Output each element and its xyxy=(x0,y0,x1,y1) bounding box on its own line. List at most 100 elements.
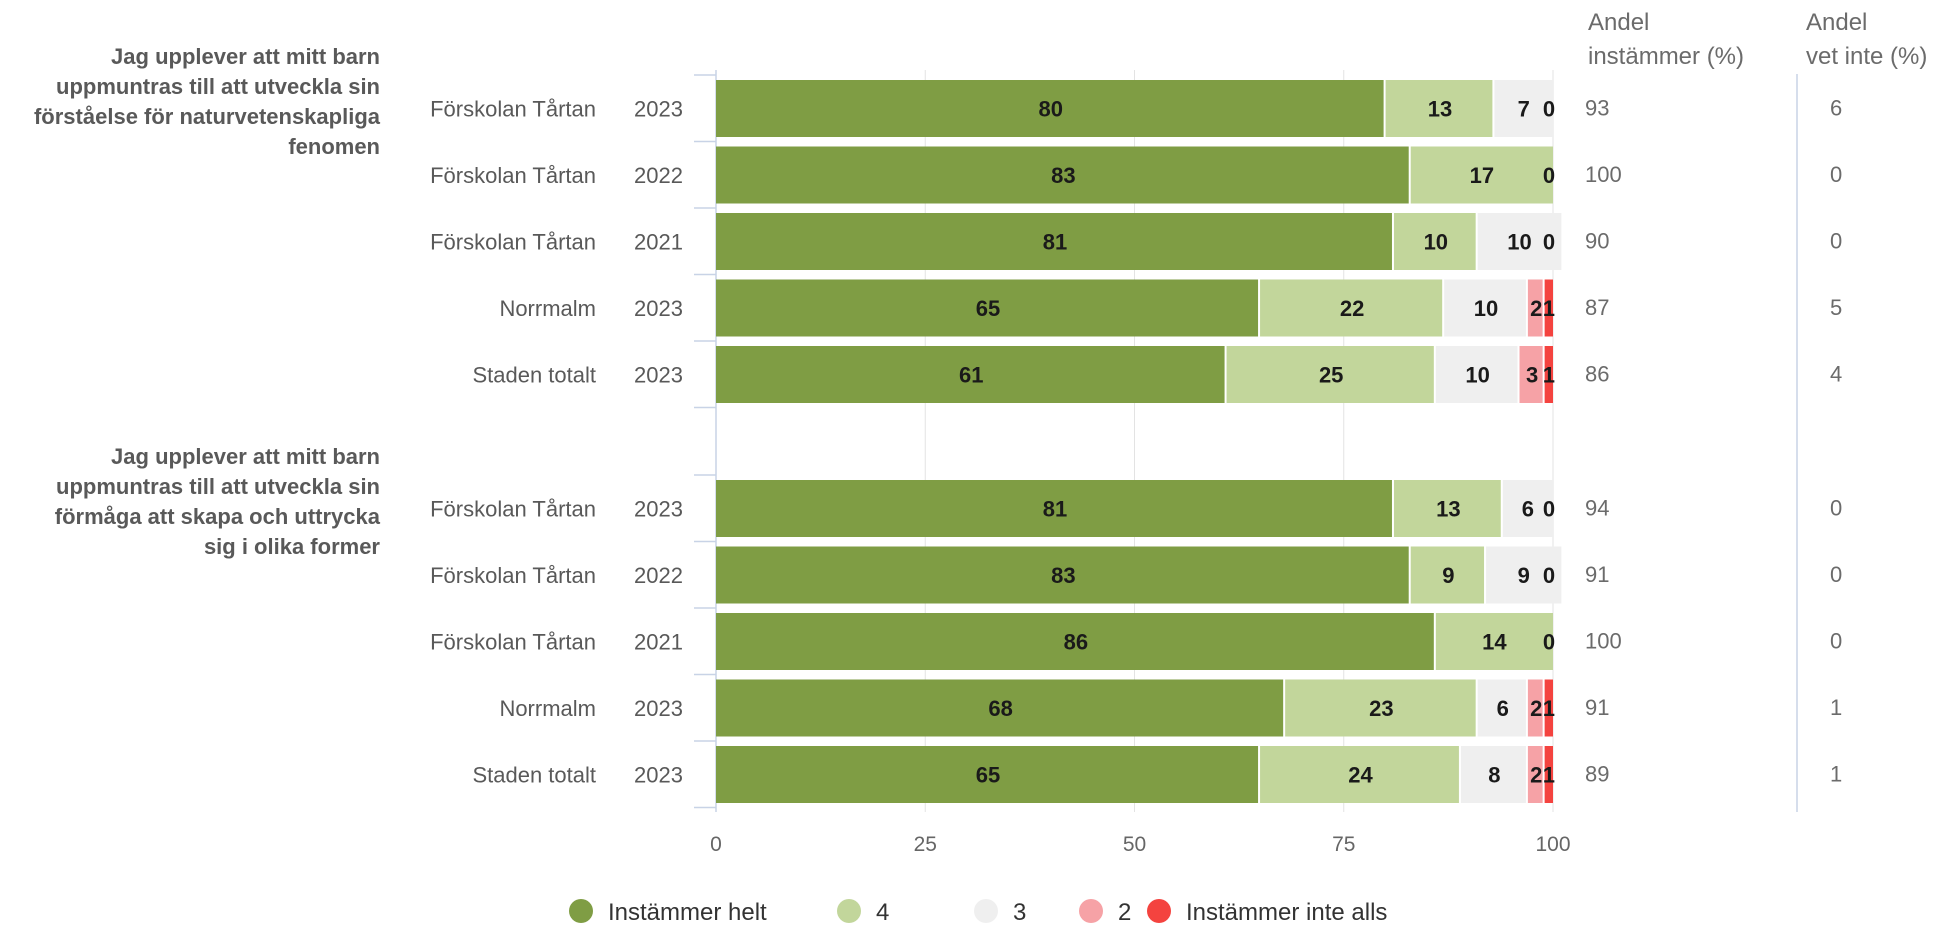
andel-instammer-value: 100 xyxy=(1585,162,1622,187)
bar-segment xyxy=(716,746,1259,803)
x-tick-label: 50 xyxy=(1123,833,1146,856)
bar-value-label: 0 xyxy=(1543,163,1555,188)
row-year-label: 2021 xyxy=(634,630,683,655)
legend-label: 2 xyxy=(1118,899,1131,926)
bar-value-label: 68 xyxy=(988,696,1012,721)
legend-label: 3 xyxy=(1013,899,1026,926)
bar-value-label: 25 xyxy=(1319,363,1343,388)
bar-value-label: 0 xyxy=(1543,497,1555,522)
x-tick-label: 25 xyxy=(914,833,937,856)
bar-segment xyxy=(1260,279,1443,337)
bar-segment xyxy=(716,80,1384,137)
row-year-label: 2022 xyxy=(634,163,683,188)
legend-marker xyxy=(837,899,861,923)
bar-segment xyxy=(1460,746,1526,803)
andel-vet-inte-value: 1 xyxy=(1830,762,1842,787)
bar-segment xyxy=(1393,213,1476,270)
bar-value-label: 61 xyxy=(959,363,983,388)
bar-segment xyxy=(1486,546,1562,604)
bar-segment xyxy=(1519,346,1543,403)
bar-value-label: 80 xyxy=(1039,97,1063,122)
legend-marker xyxy=(1147,899,1171,923)
bar-segment xyxy=(1260,746,1459,803)
question-label: Jag upplever att mitt barn xyxy=(111,444,380,469)
bar-value-label: 13 xyxy=(1436,497,1460,522)
question-label: uppmuntras till att utveckla sin xyxy=(56,474,380,499)
x-tick-label: 100 xyxy=(1535,833,1570,856)
andel-instammer-value: 90 xyxy=(1585,229,1609,254)
bar-value-label: 24 xyxy=(1348,763,1373,788)
bar-value-label: 23 xyxy=(1369,696,1393,721)
andel-instammer-value: 100 xyxy=(1585,629,1622,654)
x-tick-label: 0 xyxy=(710,833,722,856)
bar-segment xyxy=(716,679,1284,737)
bar-value-label: 6 xyxy=(1497,696,1509,721)
bar-value-label: 9 xyxy=(1442,563,1454,588)
bar-value-label: 3 xyxy=(1526,363,1538,388)
row-year-label: 2023 xyxy=(634,363,683,388)
row-unit-label: Förskolan Tårtan xyxy=(430,97,596,122)
row-year-label: 2022 xyxy=(634,563,683,588)
andel-vet-inte-value: 1 xyxy=(1830,695,1842,720)
andel-vet-inte-value: 0 xyxy=(1830,496,1842,521)
bar-segment xyxy=(716,279,1259,337)
bar-value-label: 10 xyxy=(1424,230,1448,255)
row-unit-label: Norrmalm xyxy=(499,296,596,321)
andel-vet-inte-value: 5 xyxy=(1830,295,1842,320)
bar-value-label: 8 xyxy=(1488,763,1500,788)
bar-value-label: 81 xyxy=(1043,497,1067,522)
bar-segment xyxy=(716,146,1409,204)
bar-value-label: 65 xyxy=(976,763,1000,788)
bar-value-label: 1 xyxy=(1543,696,1555,721)
bar-segment xyxy=(1544,279,1553,337)
bar-segment xyxy=(1527,679,1543,737)
bar-value-label: 7 xyxy=(1518,97,1530,122)
bar-segment xyxy=(1494,80,1553,137)
legend-label: Instämmer inte alls xyxy=(1186,899,1387,926)
bar-segment xyxy=(1285,679,1476,737)
bar-value-label: 10 xyxy=(1465,363,1489,388)
bar-value-label: 65 xyxy=(976,296,1000,321)
andel-instammer-value: 93 xyxy=(1585,96,1609,121)
row-unit-label: Staden totalt xyxy=(472,363,596,388)
bar-value-label: 83 xyxy=(1051,563,1075,588)
andel-instammer-value: 89 xyxy=(1585,762,1609,787)
row-year-label: 2023 xyxy=(634,97,683,122)
andel-instammer-value: 91 xyxy=(1585,562,1609,587)
row-unit-label: Förskolan Tårtan xyxy=(430,563,596,588)
bar-value-label: 2 xyxy=(1530,296,1542,321)
bar-value-label: 9 xyxy=(1518,563,1530,588)
bar-value-label: 10 xyxy=(1507,230,1531,255)
bar-segment xyxy=(1527,746,1543,803)
andel-vet-inte-value: 0 xyxy=(1830,562,1842,587)
header-andel-instammer: Andel xyxy=(1588,9,1649,36)
row-unit-label: Förskolan Tårtan xyxy=(430,497,596,522)
question-label: Jag upplever att mitt barn xyxy=(111,44,380,69)
bar-value-label: 13 xyxy=(1428,97,1452,122)
row-unit-label: Staden totalt xyxy=(472,763,596,788)
row-unit-label: Förskolan Tårtan xyxy=(430,163,596,188)
x-tick-label: 75 xyxy=(1332,833,1355,856)
andel-instammer-value: 86 xyxy=(1585,362,1609,387)
andel-instammer-value: 94 xyxy=(1585,496,1609,521)
bar-segment xyxy=(1435,346,1518,403)
andel-vet-inte-value: 0 xyxy=(1830,229,1842,254)
andel-instammer-value: 87 xyxy=(1585,295,1609,320)
legend-label: 4 xyxy=(876,899,889,926)
bar-segment xyxy=(1544,346,1553,403)
bar-segment xyxy=(716,546,1409,604)
andel-instammer-value: 91 xyxy=(1585,695,1609,720)
row-year-label: 2023 xyxy=(634,296,683,321)
andel-vet-inte-value: 6 xyxy=(1830,96,1842,121)
row-unit-label: Norrmalm xyxy=(499,696,596,721)
bar-segment xyxy=(1544,679,1553,737)
bar-segment xyxy=(1477,213,1562,270)
legend-label: Instämmer helt xyxy=(608,899,767,926)
bar-value-label: 6 xyxy=(1522,497,1534,522)
bar-segment xyxy=(716,613,1434,670)
question-label: förmåga att skapa och uttrycka xyxy=(55,504,381,529)
bar-value-label: 86 xyxy=(1064,630,1088,655)
bar-value-label: 0 xyxy=(1543,563,1555,588)
andel-vet-inte-value: 4 xyxy=(1830,362,1842,387)
